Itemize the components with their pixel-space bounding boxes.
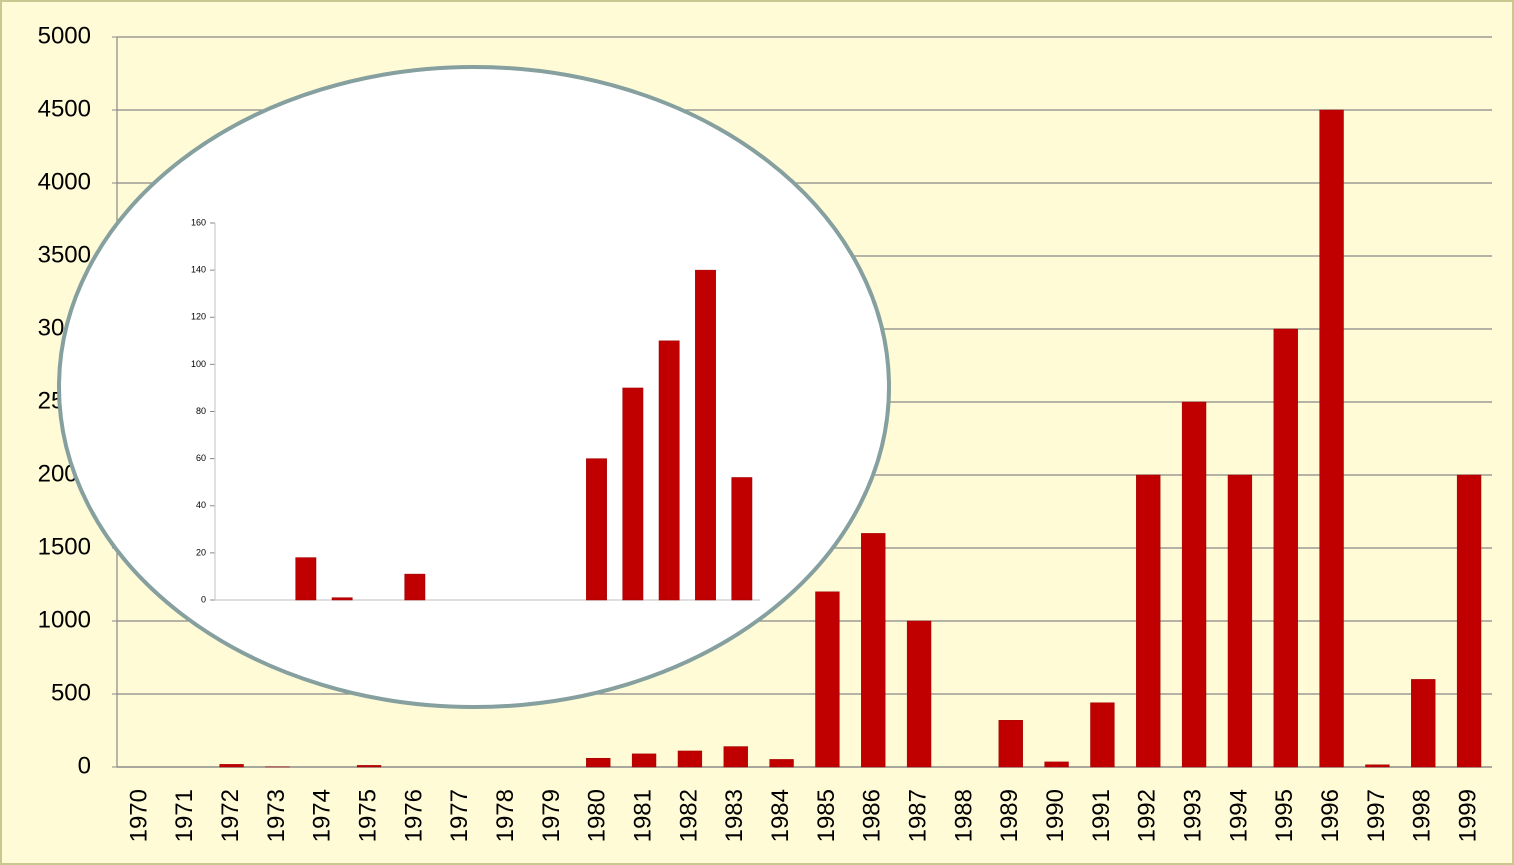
x-tick-label: 1979 (538, 789, 565, 842)
bar (631, 753, 657, 768)
x-tick-label: 1981 (629, 789, 656, 842)
bar (695, 269, 716, 601)
x-tick-label: 1983 (721, 789, 748, 842)
y-tick-label: 80 (196, 406, 206, 416)
bar (1411, 679, 1436, 768)
bar (404, 573, 426, 601)
x-tick-label: 1992 (1134, 789, 1161, 842)
bar (815, 591, 840, 768)
y-tick-label: 1500 (38, 533, 91, 560)
bar (622, 387, 644, 601)
bar (1273, 328, 1298, 768)
x-tick-label: 1985 (813, 789, 840, 842)
x-tick-label: 1973 (263, 789, 290, 842)
x-tick-label: 1990 (1042, 789, 1069, 842)
x-tick-label: 1989 (996, 789, 1023, 842)
y-tick-label: 60 (196, 453, 206, 463)
bar (861, 533, 886, 768)
x-tick-label: 1980 (584, 789, 611, 842)
x-tick-label: 1986 (859, 789, 886, 842)
x-tick-label: 1976 (400, 789, 427, 842)
y-tick-label: 3500 (38, 241, 91, 268)
x-tick-label: 1975 (354, 789, 381, 842)
bar (1319, 109, 1344, 768)
x-tick-label: 1977 (446, 789, 473, 842)
bar (1456, 474, 1482, 768)
bar (1090, 702, 1115, 768)
x-tick-label: 1974 (309, 789, 336, 842)
bar (723, 746, 748, 768)
bar (1044, 761, 1069, 768)
y-tick-label: 120 (191, 312, 206, 322)
x-tick-label: 1993 (1179, 789, 1206, 842)
main-chart: 0500100015002000250030003500400045005000… (38, 22, 1492, 842)
bar (677, 750, 703, 768)
x-tick-label: 1972 (217, 789, 244, 842)
bar (331, 597, 353, 601)
x-tick-label: 1978 (492, 789, 519, 842)
y-tick-label: 160 (191, 217, 206, 227)
x-tick-label: 1988 (950, 789, 977, 842)
bar (1181, 401, 1207, 768)
x-tick-label: 1999 (1454, 789, 1481, 842)
x-tick-label: 1991 (1088, 789, 1115, 842)
y-tick-label: 20 (196, 547, 206, 557)
bar (769, 759, 794, 768)
inset-frame (57, 65, 891, 709)
bar (1136, 474, 1161, 768)
x-tick-label: 1997 (1363, 789, 1390, 842)
bar (906, 620, 932, 768)
y-tick-label: 5000 (38, 22, 91, 49)
y-tick-label: 500 (51, 679, 91, 706)
bar (586, 757, 611, 768)
x-tick-label: 1984 (767, 789, 794, 842)
x-tick-label: 1987 (904, 789, 931, 842)
bar (356, 765, 382, 768)
y-tick-label: 0 (201, 594, 206, 604)
y-tick-label: 140 (191, 265, 206, 275)
x-tick-label: 1994 (1225, 789, 1252, 842)
bar (658, 340, 680, 601)
bar (998, 720, 1023, 768)
y-tick-label: 40 (196, 500, 206, 510)
bar (295, 557, 317, 601)
bar (219, 764, 244, 768)
y-tick-label: 100 (191, 359, 206, 369)
inset-chart: 0 20 40 60 80 100 120 140 160 (191, 217, 760, 604)
x-tick-label: 1998 (1409, 789, 1436, 842)
y-tick-label: 1000 (38, 606, 91, 633)
y-tick-label: 4500 (38, 95, 91, 122)
x-tick-label: 1970 (125, 789, 152, 842)
x-tick-label: 1995 (1271, 789, 1298, 842)
y-tick-label: 0 (78, 752, 91, 779)
bar (731, 477, 753, 601)
x-tick-label: 1971 (171, 789, 198, 842)
bar (1227, 474, 1253, 768)
bar (586, 458, 607, 601)
bar (1365, 764, 1390, 768)
x-tick-label: 1996 (1317, 789, 1344, 842)
x-tick-label: 1982 (675, 789, 702, 842)
y-tick-label: 4000 (38, 168, 91, 195)
